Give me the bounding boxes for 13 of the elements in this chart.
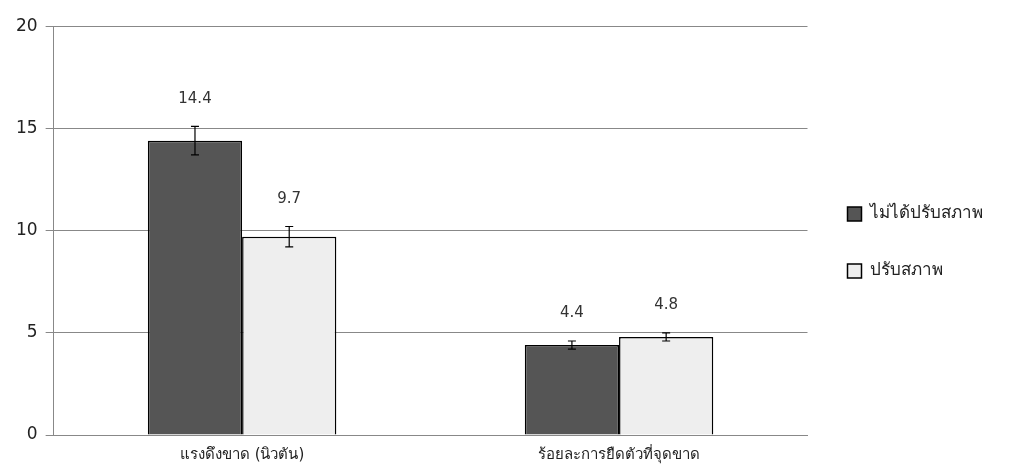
y-tick-label: 10: [15, 219, 38, 240]
x-tick-label: แรงดึงขาด (นิวตัน): [179, 444, 305, 463]
y-tick-label: 15: [15, 116, 38, 137]
data-label: 4.8: [654, 295, 679, 314]
legend-label: ไม่ได้ปรับสภาพ: [868, 202, 983, 223]
data-label: 4.4: [559, 303, 584, 322]
legend-label: ปรับสภาพ: [870, 259, 943, 280]
y-tick-label: 5: [26, 321, 38, 342]
x-tick-label: ร้อยละการยืดตัวที่จุดขาด: [538, 442, 701, 464]
y-tick-label: 0: [26, 423, 38, 444]
data-label: 14.4: [178, 88, 212, 107]
data-label: 9.7: [277, 188, 302, 207]
y-tick-label: 20: [15, 14, 38, 35]
